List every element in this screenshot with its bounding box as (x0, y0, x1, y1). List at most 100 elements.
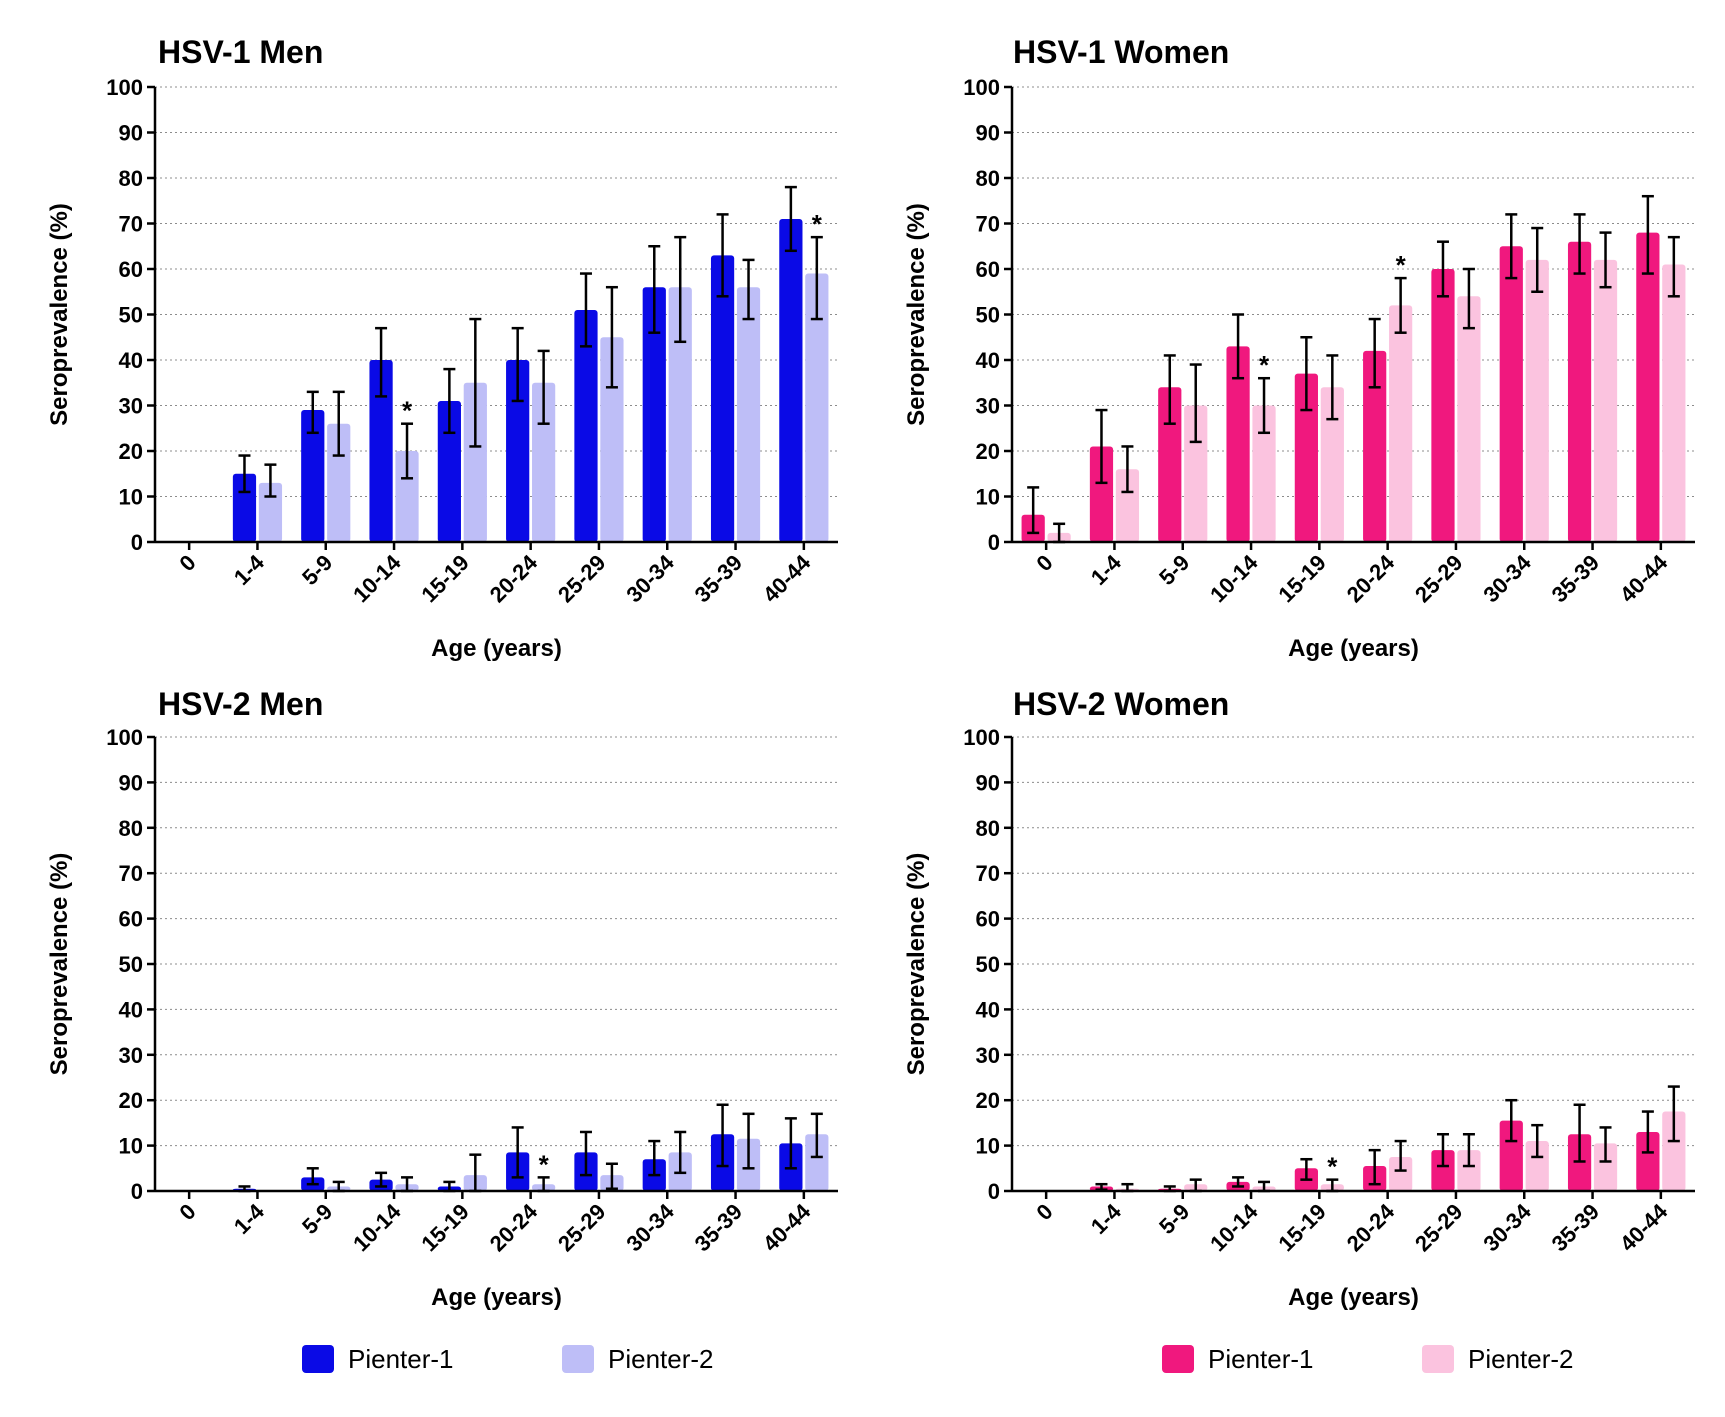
x-tick-label: 10-14 (348, 549, 406, 607)
x-tick-label: 30-34 (621, 1198, 679, 1256)
y-axis-label: Seroprevalence (%) (46, 853, 73, 1076)
bar-pienter-1-15-19 (1294, 373, 1318, 542)
y-tick-label: 50 (976, 952, 1000, 977)
bar-pienter-2-40-44 (1662, 1111, 1686, 1191)
bar-pienter-1-30-34 (1499, 246, 1523, 542)
y-tick-label: 100 (106, 725, 143, 750)
y-tick-label: 80 (119, 816, 143, 841)
y-tick-label: 50 (976, 303, 1000, 328)
bar-pienter-2-30-34 (668, 287, 692, 542)
y-tick-label: 90 (976, 770, 1000, 795)
y-tick-label: 10 (976, 1134, 1000, 1159)
bar-pienter-2-15-19 (1320, 387, 1344, 542)
x-tick-label: 10-14 (1205, 1198, 1263, 1256)
bar-pienter-2-35-39 (736, 287, 761, 542)
bar-pienter-1-35-39 (1567, 241, 1592, 542)
panel-title: HSV-1 Women (1013, 34, 1229, 70)
y-tick-label: 10 (119, 1134, 143, 1159)
bar-pienter-2-35-39 (1593, 1143, 1618, 1191)
y-tick-label: 60 (119, 257, 143, 282)
bar-pienter-1-40-44 (1636, 232, 1660, 542)
x-tick-label: 20-24 (485, 1198, 543, 1256)
bar-pienter-1-1-4 (1089, 446, 1114, 542)
x-tick-label: 15-19 (1273, 550, 1330, 607)
x-tick-label: 20-24 (1342, 549, 1400, 607)
panel-title: HSV-1 Men (158, 34, 323, 70)
y-axis-label: Seroprevalence (%) (903, 853, 930, 1076)
bar-pienter-2-30-34 (1525, 1141, 1549, 1191)
y-tick-label: 30 (976, 1043, 1000, 1068)
legend-swatch (1422, 1345, 1454, 1373)
y-tick-label: 10 (119, 485, 143, 510)
y-tick-label: 60 (119, 907, 143, 932)
legend-swatch (562, 1345, 594, 1373)
y-tick-label: 0 (131, 1179, 143, 1204)
significance-marker: * (1396, 250, 1407, 280)
y-tick-label: 0 (988, 1179, 1000, 1204)
legend-swatch (302, 1345, 334, 1373)
bar-pienter-1-40-44 (779, 218, 803, 542)
y-tick-label: 100 (963, 725, 1000, 750)
bar-pienter-2-15-19 (463, 382, 487, 542)
x-axis-label: Age (years) (1288, 635, 1419, 662)
bar-pienter-1-40-44 (1636, 1131, 1660, 1191)
y-axis-label: Seroprevalence (%) (46, 203, 73, 426)
x-tick-label: 20-24 (1342, 1198, 1400, 1256)
y-tick-label: 20 (976, 439, 1000, 464)
x-tick-label: 0 (174, 550, 200, 576)
x-tick-label: 35-39 (690, 550, 747, 607)
bar-pienter-2-40-44 (805, 273, 829, 542)
bar-pienter-1-20-24 (1363, 350, 1387, 542)
x-tick-label: 0 (1031, 550, 1057, 576)
bar-pienter-2-10-14 (395, 451, 419, 542)
bar-pienter-2-25-29 (1457, 296, 1481, 542)
x-axis-label: Age (years) (431, 1284, 562, 1311)
y-tick-label: 40 (976, 348, 1000, 373)
x-tick-label: 0 (174, 1199, 200, 1225)
y-tick-label: 20 (976, 1088, 1000, 1113)
bar-pienter-1-10-14 (369, 360, 393, 542)
bar-pienter-2-20-24 (1389, 1156, 1413, 1191)
y-tick-label: 10 (976, 485, 1000, 510)
y-tick-label: 70 (119, 861, 143, 886)
y-tick-label: 40 (119, 348, 143, 373)
x-tick-label: 25-29 (1410, 550, 1467, 607)
bar-pienter-2-10-14 (1252, 405, 1276, 542)
x-tick-label: 15-19 (416, 550, 473, 607)
x-tick-label: 25-29 (1410, 1199, 1467, 1256)
y-tick-label: 70 (976, 861, 1000, 886)
x-tick-label: 1-4 (229, 1198, 270, 1239)
x-tick-label: 35-39 (1547, 550, 1604, 607)
y-tick-label: 20 (119, 439, 143, 464)
y-tick-label: 80 (119, 166, 143, 191)
bar-pienter-1-25-29 (1431, 269, 1455, 542)
panel-title: HSV-2 Men (158, 686, 323, 722)
x-axis-label: Age (years) (1288, 1284, 1419, 1311)
significance-marker: * (812, 209, 823, 239)
x-tick-label: 25-29 (553, 550, 610, 607)
significance-marker: * (539, 1149, 550, 1179)
x-tick-label: 40-44 (1615, 549, 1673, 607)
bar-pienter-2-40-44 (805, 1134, 829, 1191)
bar-pienter-2-20-24 (1389, 305, 1413, 542)
bar-pienter-2-25-29 (1457, 1150, 1481, 1191)
bar-pienter-1-5-9 (1158, 387, 1182, 542)
x-tick-label: 40-44 (758, 549, 816, 607)
bar-pienter-1-30-34 (642, 287, 666, 542)
y-tick-label: 80 (976, 166, 1000, 191)
x-tick-label: 1-4 (1086, 1198, 1127, 1239)
bar-pienter-1-15-19 (437, 400, 461, 542)
y-tick-label: 90 (119, 121, 143, 146)
y-tick-label: 100 (963, 75, 1000, 100)
legend-label: Pienter-1 (348, 1344, 454, 1374)
bar-pienter-1-30-34 (1499, 1120, 1523, 1191)
bar-pienter-1-20-24 (506, 360, 530, 542)
x-tick-label: 15-19 (1273, 1199, 1330, 1256)
significance-marker: * (402, 396, 413, 426)
x-tick-label: 1-4 (1086, 549, 1127, 590)
bar-pienter-1-10-14 (1226, 346, 1250, 542)
x-tick-label: 25-29 (553, 1199, 610, 1256)
x-tick-label: 35-39 (690, 1199, 747, 1256)
y-tick-label: 40 (976, 997, 1000, 1022)
y-tick-label: 30 (119, 394, 143, 419)
